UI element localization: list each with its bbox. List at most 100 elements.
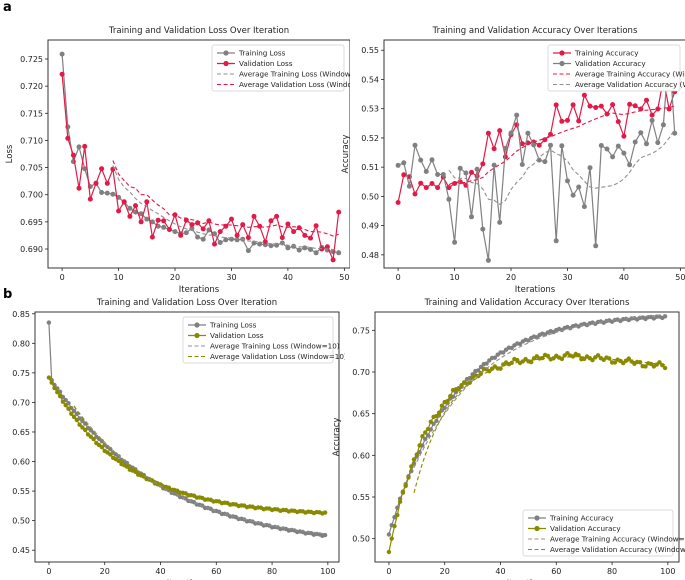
data-point-training-accuracy bbox=[492, 355, 498, 360]
data-point-validation-accuracy bbox=[469, 214, 474, 220]
x-tick-label: 20 bbox=[170, 273, 180, 282]
y-axis-label: Accuracy bbox=[341, 135, 351, 174]
x-tick-label: 0 bbox=[396, 273, 401, 282]
legend-entry: Average Validation Accuracy (Window=10) bbox=[575, 80, 685, 89]
data-point-training-loss bbox=[291, 243, 297, 249]
data-point-validation-accuracy bbox=[612, 360, 618, 365]
data-point-validation-accuracy bbox=[643, 364, 648, 369]
data-point-training-accuracy bbox=[565, 117, 570, 123]
x-tick-label: 20 bbox=[100, 567, 110, 576]
data-point-validation-loss bbox=[324, 244, 330, 250]
data-point-validation-loss bbox=[133, 469, 138, 474]
chart-a-loss: Training and Validation Loss Over Iterat… bbox=[5, 26, 350, 295]
data-point-training-accuracy bbox=[517, 341, 523, 347]
data-point-validation-loss bbox=[116, 208, 122, 214]
data-point-validation-loss bbox=[66, 406, 71, 411]
legend-entry: Average Validation Loss (Window=10) bbox=[210, 352, 345, 361]
data-point-training-loss bbox=[161, 224, 167, 230]
legend-entry: Validation Loss bbox=[210, 331, 264, 340]
data-point-validation-loss bbox=[313, 223, 319, 229]
legend-entry: Average Validation Accuracy (Window=10) bbox=[550, 545, 685, 554]
legend-entry: Average Training Loss (Window=10) bbox=[239, 70, 350, 79]
data-point-training-accuracy bbox=[418, 180, 424, 186]
data-point-training-accuracy bbox=[649, 112, 655, 118]
y-tick-label: 0.705 bbox=[20, 164, 43, 173]
legend-marker bbox=[223, 50, 229, 56]
data-point-validation-loss bbox=[65, 135, 71, 141]
legend-marker bbox=[194, 332, 200, 339]
data-point-validation-accuracy bbox=[626, 356, 631, 361]
y-tick-label: 0.690 bbox=[20, 245, 43, 254]
data-point-training-loss bbox=[200, 236, 206, 242]
series-line-average-training-accuracy-window-10 bbox=[448, 105, 675, 186]
data-point-training-accuracy bbox=[423, 436, 428, 442]
data-point-validation-accuracy bbox=[423, 169, 429, 174]
data-point-validation-loss bbox=[52, 385, 57, 391]
data-point-training-loss bbox=[138, 211, 144, 217]
data-point-training-accuracy bbox=[559, 118, 565, 124]
data-point-training-loss bbox=[245, 248, 251, 254]
data-point-validation-loss bbox=[149, 234, 155, 240]
data-point-validation-loss bbox=[274, 213, 280, 219]
y-axis-label: Accuracy bbox=[332, 418, 342, 457]
data-point-validation-accuracy bbox=[400, 489, 406, 494]
series-line-average-validation-loss-window-10 bbox=[112, 160, 339, 237]
y-tick-label: 0.710 bbox=[20, 136, 43, 145]
data-point-validation-accuracy bbox=[570, 192, 576, 198]
x-tick-label: 100 bbox=[660, 567, 675, 576]
data-point-training-accuracy bbox=[632, 103, 638, 109]
data-point-training-accuracy bbox=[446, 185, 452, 191]
y-tick-label: 0.48 bbox=[361, 251, 379, 260]
data-point-training-loss bbox=[144, 216, 150, 222]
x-tick-label: 60 bbox=[551, 567, 561, 576]
data-point-validation-loss bbox=[144, 199, 150, 205]
y-tick-label: 0.715 bbox=[20, 109, 43, 118]
data-point-training-accuracy bbox=[644, 97, 649, 103]
legend-box bbox=[182, 316, 334, 364]
series-line-average-validation-accuracy-window-10 bbox=[413, 356, 666, 493]
y-axis-label: Loss bbox=[5, 144, 15, 163]
data-point-validation-accuracy bbox=[497, 219, 503, 225]
y-tick-label: 0.725 bbox=[20, 55, 43, 64]
data-point-validation-accuracy bbox=[545, 353, 551, 359]
data-point-training-loss bbox=[195, 234, 201, 240]
plot-series-group bbox=[395, 46, 678, 263]
data-point-training-accuracy bbox=[487, 358, 492, 363]
data-point-validation-accuracy bbox=[412, 142, 418, 148]
x-tick-label: 40 bbox=[619, 273, 629, 282]
data-point-validation-accuracy bbox=[425, 426, 431, 432]
series-line-average-validation-accuracy-window-10 bbox=[448, 129, 676, 205]
data-point-validation-accuracy bbox=[548, 142, 553, 148]
series-line-average-training-loss-window-10 bbox=[112, 165, 339, 252]
data-point-validation-loss bbox=[60, 399, 66, 404]
x-tick-label: 50 bbox=[339, 273, 349, 282]
data-point-validation-loss bbox=[59, 71, 65, 77]
data-point-validation-accuracy bbox=[593, 243, 599, 249]
series-line-average-training-loss-window-10 bbox=[73, 405, 326, 535]
data-point-validation-accuracy bbox=[436, 410, 442, 415]
data-point-validation-loss bbox=[308, 235, 313, 241]
data-point-validation-loss bbox=[77, 422, 82, 427]
data-point-training-accuracy bbox=[548, 131, 553, 137]
data-point-validation-loss bbox=[322, 510, 328, 515]
x-tick-label: 20 bbox=[440, 567, 450, 576]
data-point-validation-accuracy bbox=[615, 143, 621, 149]
x-tick-label: 80 bbox=[267, 567, 277, 576]
data-point-validation-accuracy bbox=[401, 160, 407, 166]
data-point-validation-accuracy bbox=[434, 413, 439, 419]
data-point-validation-accuracy bbox=[417, 443, 422, 448]
data-point-validation-loss bbox=[87, 196, 93, 202]
data-point-training-accuracy bbox=[491, 146, 497, 152]
data-point-validation-accuracy bbox=[649, 117, 655, 123]
data-point-training-loss bbox=[99, 190, 105, 195]
data-point-validation-accuracy bbox=[508, 130, 514, 136]
data-point-validation-loss bbox=[46, 375, 52, 380]
data-point-training-loss bbox=[212, 231, 217, 237]
data-point-training-loss bbox=[336, 250, 342, 256]
data-point-training-loss bbox=[206, 227, 212, 233]
data-point-training-accuracy bbox=[435, 185, 441, 191]
data-point-validation-loss bbox=[155, 217, 161, 223]
data-point-validation-accuracy bbox=[525, 130, 531, 136]
data-point-validation-loss bbox=[99, 445, 105, 450]
data-point-validation-loss bbox=[279, 235, 285, 241]
